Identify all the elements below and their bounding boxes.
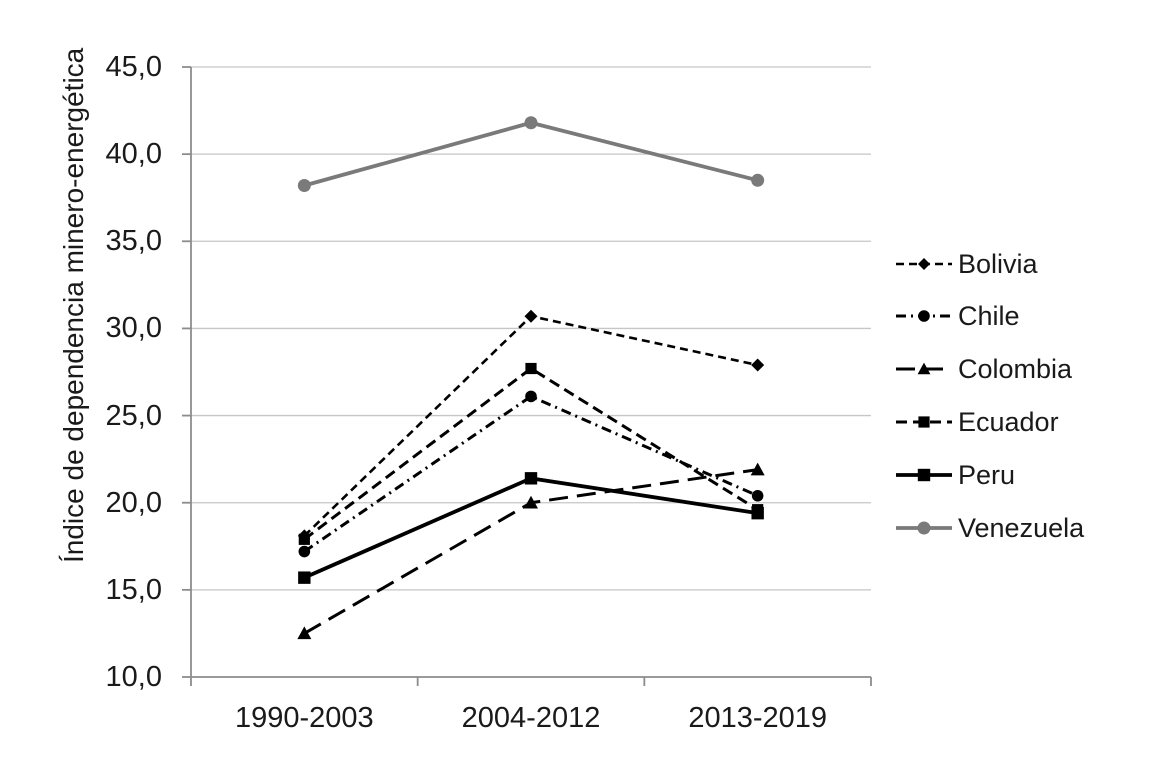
legend-label: Peru (958, 459, 1016, 490)
marker-triangle (524, 495, 538, 509)
legend-label: Venezuela (958, 512, 1085, 543)
y-tick-label: 35,0 (105, 225, 162, 258)
y-tick-label: 15,0 (105, 573, 162, 606)
marker-square (298, 533, 310, 545)
marker-circle (298, 545, 311, 558)
marker-triangle (750, 462, 765, 476)
marker-circle (751, 489, 764, 502)
legend-swatch-circle-icon (896, 310, 952, 323)
series-line-peru (303, 476, 758, 580)
legend-item-bolivia: Bolivia (896, 237, 1038, 290)
x-category-label: 2004-2012 (461, 702, 601, 734)
legend-item-peru: Peru (896, 448, 1015, 501)
legend-item-ecuador: Ecuador (896, 395, 1059, 448)
y-tick-label: 10,0 (105, 661, 162, 693)
legend-item-chile: Chile (896, 290, 1020, 343)
legend-swatch-square-icon (896, 416, 952, 428)
marker-circle (751, 173, 765, 187)
legend-swatch-triangle-icon (896, 362, 952, 375)
marker-square (525, 362, 537, 375)
marker-square (524, 472, 538, 485)
legend-label: Colombia (958, 354, 1073, 385)
y-tick-label: 45,0 (105, 51, 162, 83)
marker-circle (525, 390, 537, 403)
marker-triangle (297, 626, 312, 640)
y-tick-label: 30,0 (105, 312, 162, 345)
marker-square (751, 506, 764, 520)
marker-circle (297, 179, 311, 193)
legend-swatch-circle-icon (896, 521, 952, 534)
legend-item-venezuela: Venezuela (896, 501, 1084, 554)
series-line-ecuador (303, 366, 759, 541)
y-tick-label: 20,0 (105, 486, 162, 519)
legend-swatch-diamond-icon (896, 257, 952, 270)
marker-diamond (524, 309, 538, 323)
legend-item-colombia: Colombia (896, 343, 1072, 396)
legend-swatch-square-icon (896, 468, 952, 481)
series-line-colombia (303, 468, 758, 635)
x-category-label: 1990-2003 (234, 702, 374, 734)
marker-square (298, 571, 311, 584)
x-category-label: 2013-2019 (688, 702, 827, 734)
legend-label: Bolivia (958, 248, 1038, 279)
y-tick-label: 40,0 (105, 138, 162, 171)
y-tick-label: 25,0 (105, 399, 162, 432)
legend-label: Chile (958, 301, 1020, 332)
series-line-chile (303, 394, 759, 553)
marker-circle (524, 116, 538, 130)
marker-diamond (751, 358, 765, 372)
legend-label: Ecuador (958, 406, 1059, 437)
